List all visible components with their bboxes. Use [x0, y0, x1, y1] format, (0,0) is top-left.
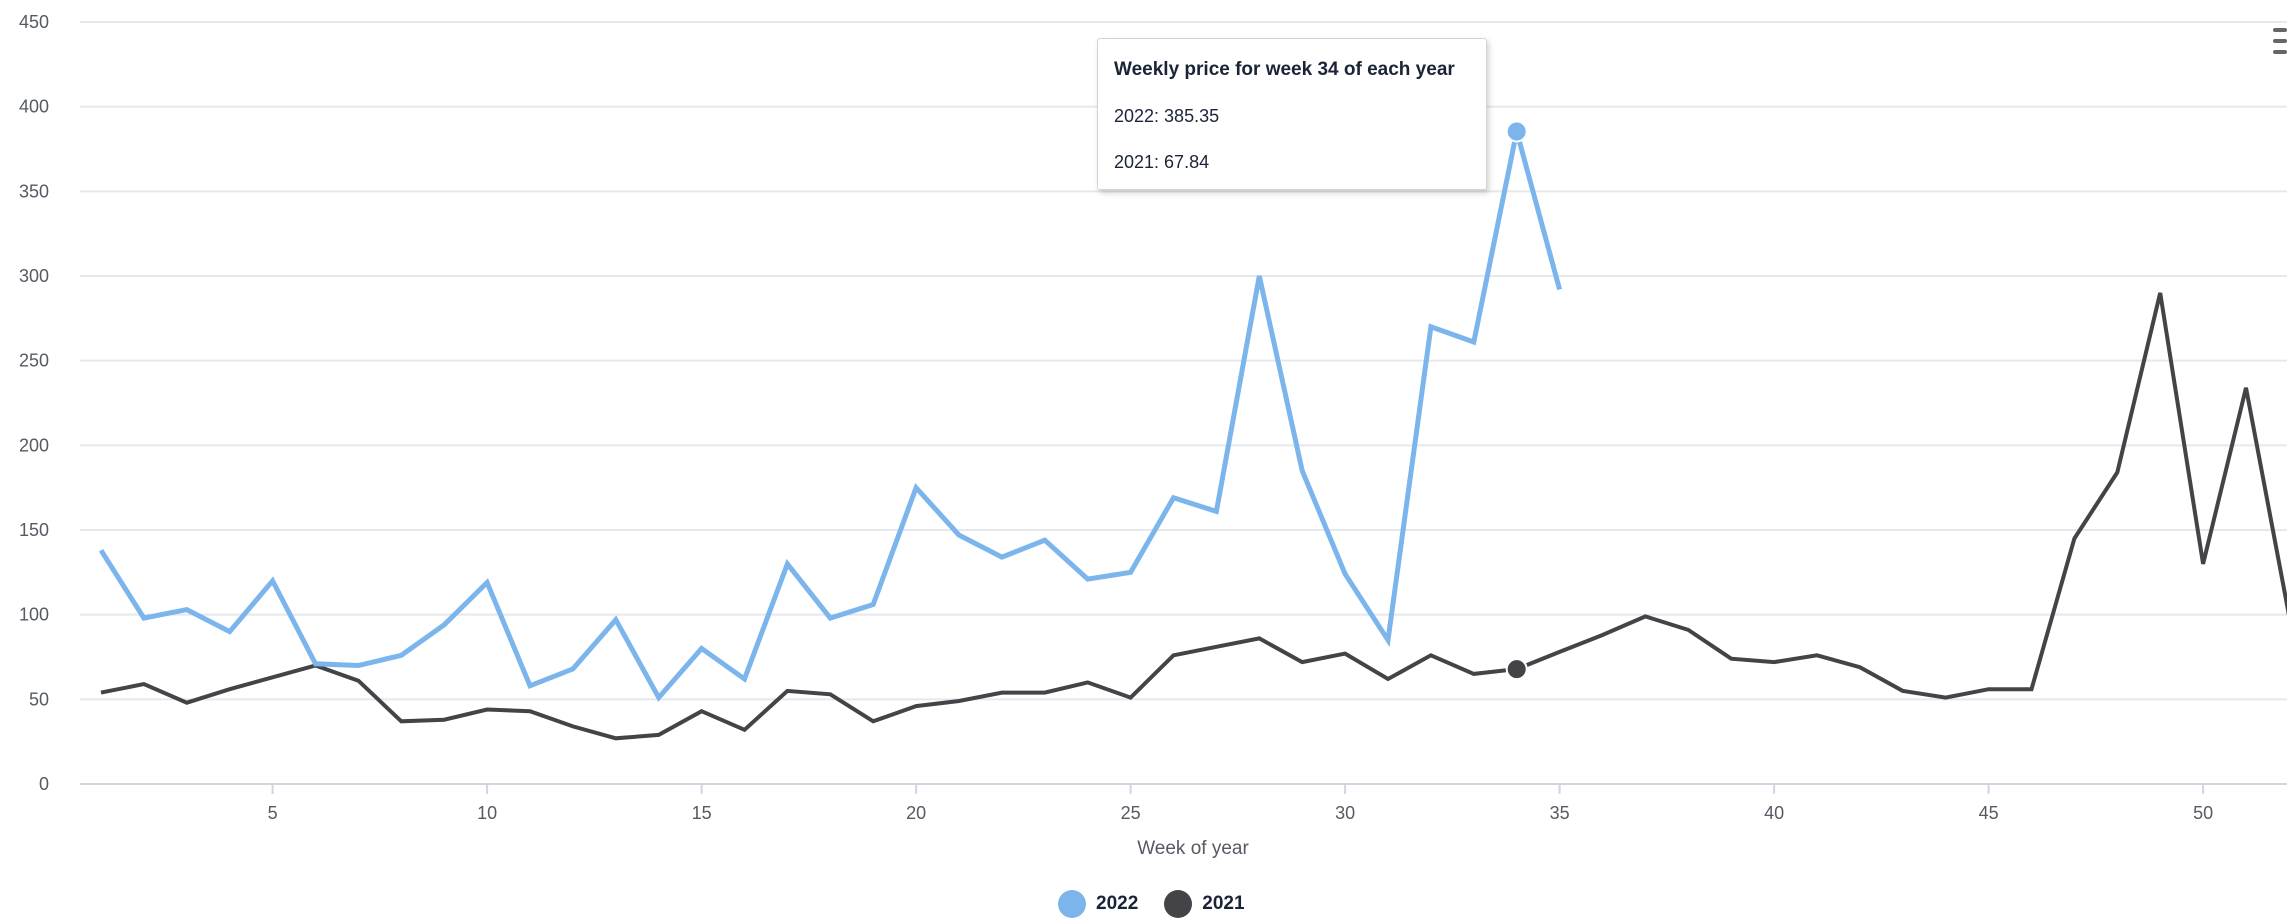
x-axis-title: Week of year [1137, 838, 1249, 859]
legend: 2022 2021 [1058, 890, 1245, 918]
legend-item-2021[interactable]: 2021 [1164, 890, 1245, 918]
data-tooltip: Weekly price for week 34 of each year 20… [1097, 38, 1487, 190]
x-tick-label-10: 10 [477, 803, 497, 823]
y-tick-label-250: 250 [19, 351, 49, 371]
legend-marker-2022 [1058, 890, 1086, 918]
y-tick-label-300: 300 [19, 266, 49, 286]
legend-label-2021: 2021 [1202, 893, 1245, 914]
legend-marker-2021 [1164, 890, 1193, 918]
y-tick-label-350: 350 [19, 181, 49, 201]
gridlines [80, 21, 2287, 785]
tooltip-row-2021: 2021: 67.84 [1114, 152, 1210, 172]
tooltip-title: Weekly price for week 34 of each year [1114, 59, 1455, 80]
x-tick-label-25: 25 [1121, 803, 1141, 823]
y-tick-label-0: 0 [39, 774, 49, 794]
series-line-2022[interactable] [98, 130, 1563, 702]
legend-label-2022: 2022 [1096, 893, 1139, 914]
series-line-2021[interactable] [100, 292, 2287, 741]
x-tick-label-30: 30 [1335, 803, 1355, 823]
chart-menu-icon[interactable] [2273, 28, 2287, 54]
y-tick-label-150: 150 [19, 520, 49, 540]
x-tick-label-45: 45 [1979, 803, 1999, 823]
x-tick-label-20: 20 [906, 803, 926, 823]
x-tick-label-40: 40 [1764, 803, 1784, 823]
y-tick-label-450: 450 [19, 12, 49, 32]
y-tick-label-200: 200 [19, 435, 49, 455]
legend-item-2022[interactable]: 2022 [1058, 890, 1138, 918]
y-tick-label-400: 400 [19, 97, 49, 117]
y-tick-label-50: 50 [29, 689, 49, 709]
y-axis-labels: 0 50 100 150 200 250 300 350 400 450 [19, 12, 49, 794]
x-axis-labels: 5 10 15 20 25 30 35 40 45 50 [268, 784, 2213, 823]
hover-marker-2022[interactable] [1505, 120, 1528, 143]
series-lines [98, 120, 2287, 741]
y-tick-label-100: 100 [19, 605, 49, 625]
hover-marker-2021[interactable] [1505, 658, 1528, 681]
x-tick-label-15: 15 [692, 803, 712, 823]
x-tick-label-50: 50 [2193, 803, 2213, 823]
x-tick-label-5: 5 [268, 803, 278, 823]
x-tick-label-35: 35 [1550, 803, 1570, 823]
tooltip-row-2022: 2022: 385.35 [1114, 106, 1220, 126]
